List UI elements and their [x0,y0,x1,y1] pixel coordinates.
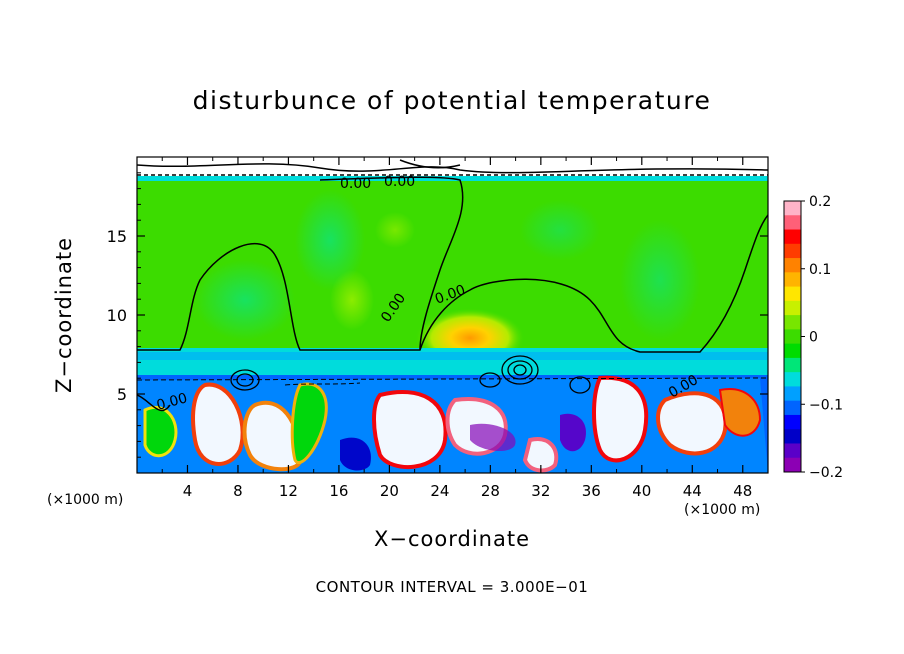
x-axis-label: X−coordinate [374,527,530,551]
colorbar-tick-label: 0.2 [809,194,831,210]
colorbar-tick-label: 0.1 [809,262,831,278]
y-tick-label: 10 [107,306,127,325]
colorbar-swatch [784,201,801,216]
x-tick-label: 40 [632,482,651,500]
x-tick-label: 16 [329,482,348,500]
colorbar-tick-label: −0.1 [809,397,843,413]
colorbar-swatch [784,429,801,444]
x-unit-label-right: (×1000 m) [684,502,761,518]
x-tick-label: 28 [481,482,500,500]
colorbar-swatch [784,414,801,430]
contour-label: 0.00 [155,390,189,414]
y-tick-label: 5 [117,385,127,404]
x-tick-label: 24 [430,482,449,500]
colorbar-swatch [784,229,801,245]
contour-label: 0.00 [384,174,415,190]
colorbar-swatch [784,272,801,288]
x-tick-label: 12 [279,482,298,500]
potential-temperature-field [137,157,768,473]
colorbar-swatch [784,457,801,473]
x-tick-label: 4 [183,482,193,500]
colorbar-tick-label: 0 [809,330,818,346]
x-unit-label-left: (×1000 m) [47,492,124,508]
x-tick-label: 44 [683,482,702,500]
x-tick-label: 32 [531,482,550,500]
colorbar-swatch [784,343,801,359]
x-tick-label: 20 [380,482,399,500]
chart-title: disturbunce of potential temperature [192,86,712,115]
colorbar-swatch [784,258,801,273]
colorbar-swatch [784,357,801,373]
colorbar-swatch [784,386,801,402]
y-tick-label: 15 [107,227,127,246]
colorbar-swatch [784,243,801,259]
colorbar-swatch [784,443,801,459]
colorbar-swatch [784,315,801,330]
x-tick-label: 36 [582,482,601,500]
colorbar-swatch [784,372,801,387]
colorbar-tick-label: −0.2 [809,465,843,481]
colorbar-swatch [784,286,801,302]
x-tick-label: 8 [233,482,243,500]
colorbar-swatch [784,300,801,316]
colorbar-swatch [784,329,801,345]
x-tick-label: 48 [733,482,752,500]
contour-interval-note: CONTOUR INTERVAL = 3.000E−01 [315,578,589,596]
colorbar-swatch [784,215,801,231]
colorbar-swatch [784,400,801,416]
contour-label: 0.00 [340,176,371,192]
